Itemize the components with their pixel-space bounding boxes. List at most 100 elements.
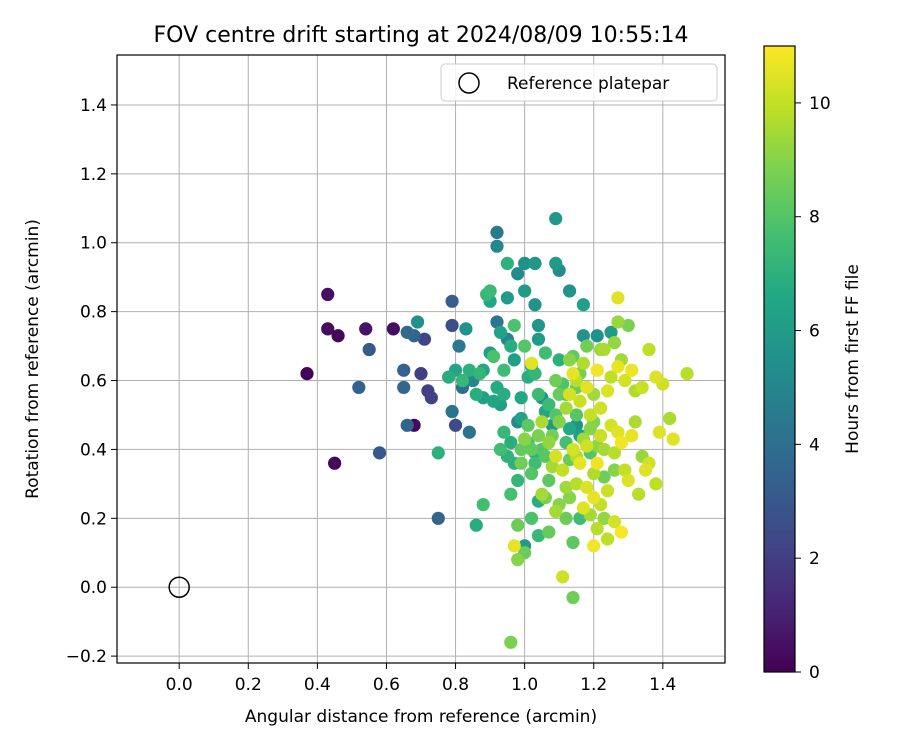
- scatter-point: [552, 415, 566, 429]
- scatter-point: [497, 425, 511, 439]
- x-tick-label: 1.2: [580, 675, 607, 695]
- reference-marker: [168, 576, 190, 598]
- scatter-point: [545, 460, 559, 474]
- scatter-point: [511, 518, 525, 532]
- x-tick-label: 1.0: [511, 675, 538, 695]
- scatter-point: [559, 480, 573, 494]
- scatter-point: [359, 322, 373, 336]
- scatter-point: [431, 511, 445, 525]
- y-tick-label: −0.2: [66, 647, 107, 667]
- colorbar-tick-label: 10: [809, 94, 831, 114]
- scatter-point: [562, 353, 577, 367]
- scatter-point: [445, 404, 459, 419]
- scatter-point: [469, 387, 483, 401]
- scatter-point: [590, 329, 604, 343]
- scatter-point: [625, 429, 639, 443]
- scatter-point: [666, 432, 680, 446]
- scatter-point: [607, 515, 622, 529]
- scatter-point: [431, 446, 445, 460]
- scatter-point: [507, 539, 521, 553]
- scatter-point: [600, 532, 615, 546]
- scatter-point: [528, 298, 542, 312]
- scatter-point: [410, 315, 425, 329]
- scatter-point: [448, 418, 463, 432]
- scatter-point: [362, 342, 376, 357]
- scatter-point: [587, 466, 601, 481]
- scatter-point: [611, 360, 625, 374]
- x-tick-label: 0.8: [442, 675, 469, 695]
- scatter-point: [300, 367, 314, 381]
- scatter-point: [607, 463, 622, 477]
- scatter-point: [535, 415, 549, 429]
- scatter-point: [504, 435, 518, 450]
- scatter-point: [462, 425, 476, 439]
- scatter-point: [321, 287, 335, 302]
- scatter-point: [580, 480, 594, 494]
- scatter-point: [528, 256, 542, 271]
- scatter-point: [614, 435, 628, 450]
- scatter-point: [397, 363, 411, 377]
- scatter-point: [518, 339, 532, 353]
- scatter-point: [576, 356, 590, 370]
- scatter-point: [580, 439, 594, 453]
- scatter-point: [580, 339, 594, 353]
- scatter-point: [618, 463, 632, 477]
- scatter-point: [649, 370, 663, 384]
- scatter-point: [604, 325, 618, 339]
- scatter-point: [549, 256, 563, 271]
- x-tick-label: 1.4: [649, 675, 676, 695]
- scatter-point: [621, 473, 635, 488]
- scatter-point: [542, 398, 556, 412]
- scatter-point: [576, 329, 590, 343]
- scatter-point: [562, 491, 577, 505]
- x-tick-label: 0.0: [166, 675, 193, 695]
- scatter-point: [566, 535, 580, 550]
- scatter-point: [576, 501, 590, 515]
- scatter-point: [473, 367, 487, 381]
- scatter-point: [483, 284, 497, 298]
- scatter-point: [531, 332, 546, 346]
- scatter-point: [528, 456, 542, 470]
- scatter-point: [638, 463, 653, 477]
- x-tick-label: 0.2: [235, 675, 262, 695]
- scatter-point: [573, 456, 587, 470]
- scatter-point: [559, 511, 573, 525]
- reference-platepar-point: [168, 576, 190, 598]
- scatter-point: [531, 318, 546, 333]
- scatter-point: [600, 484, 615, 498]
- scatter-point: [538, 346, 552, 360]
- scatter-point: [417, 332, 432, 346]
- scatter-point: [566, 367, 580, 381]
- scatter-point: [518, 284, 532, 298]
- scatter-point: [452, 339, 466, 353]
- x-axis-ticks: 0.0 0.2 0.4 0.6 0.8 1.0 1.2 1.4: [166, 663, 676, 695]
- scatter-point: [500, 256, 514, 271]
- scatter-point: [531, 387, 546, 401]
- scatter-point: [504, 339, 518, 353]
- scatter-point: [462, 363, 476, 377]
- scatter-point: [500, 291, 514, 305]
- scatter-point: [511, 473, 525, 488]
- scatter-point: [549, 212, 563, 226]
- axes-frame: [116, 54, 726, 664]
- y-axis-label: Rotation from reference (arcmin): [23, 219, 43, 499]
- scatter-points: [300, 212, 694, 649]
- scatter-point: [424, 391, 438, 405]
- scatter-point: [518, 256, 532, 271]
- scatter-point: [611, 425, 625, 439]
- scatter-point: [597, 470, 611, 484]
- colorbar-tick-label: 0: [809, 663, 820, 683]
- colorbar-tick-label: 6: [809, 322, 820, 342]
- scatter-point: [594, 401, 608, 415]
- scatter-point: [445, 294, 459, 308]
- scatter-point: [397, 380, 411, 395]
- scatter-point: [507, 353, 521, 367]
- scatter-point: [597, 342, 611, 357]
- scatter-point: [490, 315, 504, 329]
- scatter-point: [587, 539, 601, 553]
- scatter-point: [590, 456, 604, 470]
- legend-box: [440, 63, 718, 102]
- x-axis-label: Angular distance from reference (arcmin): [245, 707, 597, 727]
- scatter-point: [580, 380, 594, 395]
